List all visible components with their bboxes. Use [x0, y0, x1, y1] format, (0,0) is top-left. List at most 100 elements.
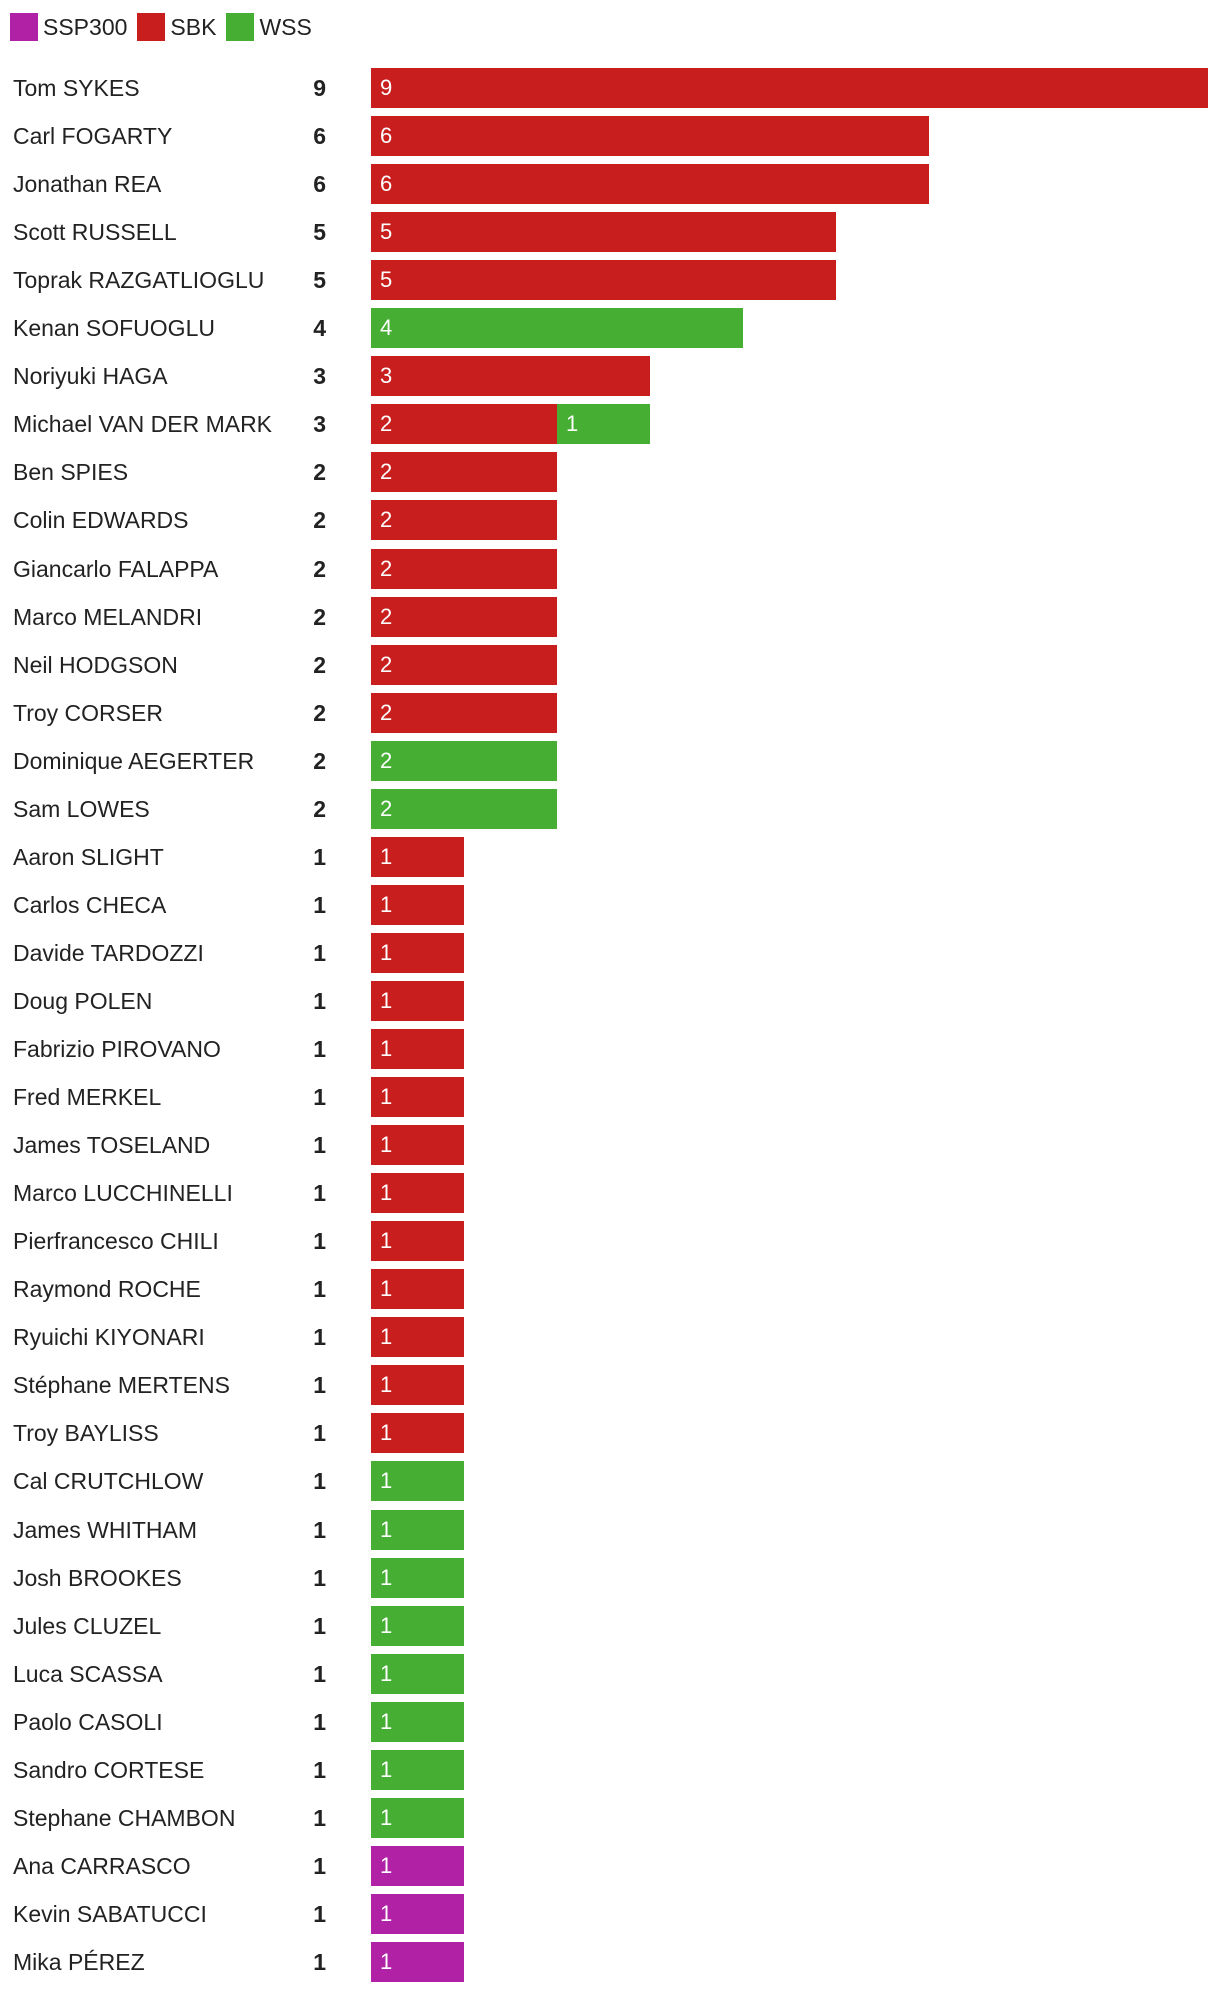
rider-total: 1: [313, 1756, 326, 1783]
bar-row: Kevin SABATUCCI 1 1: [0, 1893, 1220, 1934]
rider-name: Ryuichi KIYONARI: [13, 1324, 205, 1351]
bar-segment-sbk: 1: [371, 1413, 464, 1454]
rider-total: 6: [313, 171, 326, 198]
bar-row: Troy BAYLISS 1 1: [0, 1413, 1220, 1454]
bar-segment-sbk: 2: [371, 548, 557, 589]
rider-name: Stephane CHAMBON: [13, 1804, 236, 1831]
rider-total: 1: [313, 1900, 326, 1927]
rider-name: Ben SPIES: [13, 459, 129, 486]
rider-total: 2: [313, 603, 326, 630]
bar-row: Fred MERKEL 1 1: [0, 1077, 1220, 1118]
bar-row: Raymond ROCHE 1 1: [0, 1269, 1220, 1310]
rider-name: Jules CLUZEL: [13, 1612, 162, 1639]
bar-segment-sbk: 2: [371, 644, 557, 685]
rider-total: 1: [313, 1564, 326, 1591]
rider-name: Colin EDWARDS: [13, 507, 189, 534]
rider-total: 2: [313, 507, 326, 534]
rider-name: Kevin SABATUCCI: [13, 1900, 207, 1927]
bar-row: Toprak RAZGATLIOGLU 5 5: [0, 260, 1220, 301]
bar-segment-sbk: 1: [371, 1029, 464, 1069]
bar-segment-sbk: 1: [371, 1269, 464, 1310]
legend-label: SBK: [170, 13, 217, 40]
bar-segment-sbk: 1: [371, 1365, 464, 1406]
rider-name: Troy BAYLISS: [13, 1420, 159, 1447]
bar-row: Marco MELANDRI 2 2: [0, 596, 1220, 637]
rider-total: 1: [313, 1276, 326, 1303]
rider-name: Troy CORSER: [13, 699, 163, 726]
rider-name: Ana CARRASCO: [13, 1852, 191, 1879]
rider-name: Carl FOGARTY: [13, 123, 173, 150]
rider-name: Sam LOWES: [13, 795, 150, 822]
rider-total: 3: [313, 411, 326, 438]
bar-segment-ssp300: 1: [371, 1893, 464, 1934]
rider-total: 1: [313, 1036, 326, 1062]
bar-segment-wss: 1: [371, 1749, 464, 1790]
rider-name: Sandro CORTESE: [13, 1756, 205, 1783]
bar-row: Neil HODGSON 2 2: [0, 644, 1220, 685]
bar-row: Sam LOWES 2 2: [0, 788, 1220, 829]
legend-item-ssp300: SSP300: [10, 13, 127, 41]
rider-total: 5: [313, 267, 326, 294]
rider-total: 1: [313, 1420, 326, 1447]
rider-name: Michael VAN DER MARK: [13, 411, 273, 438]
bar-row: James TOSELAND 1 1: [0, 1125, 1220, 1166]
bar-segment-sbk: 6: [371, 116, 929, 157]
rider-name: Mika PÉREZ: [13, 1948, 145, 1975]
bar-row: Tom SYKES 9 9: [0, 68, 1220, 108]
bar-row: Troy CORSER 2 2: [0, 692, 1220, 733]
rider-name: Toprak RAZGATLIOGLU: [13, 267, 265, 294]
rider-name: Giancarlo FALAPPA: [13, 555, 219, 582]
bar-row: Fabrizio PIROVANO 1 1: [0, 1029, 1220, 1069]
bar-segment-ssp300: 1: [371, 1845, 464, 1886]
legend-label: WSS: [259, 13, 312, 40]
bar-row: Luca SCASSA 1 1: [0, 1653, 1220, 1694]
rider-name: Carlos CHECA: [13, 891, 167, 918]
rider-total: 6: [313, 123, 326, 150]
bar-row: Josh BROOKES 1 1: [0, 1557, 1220, 1598]
rider-name: Raymond ROCHE: [13, 1276, 201, 1303]
rider-total: 9: [313, 75, 326, 101]
bar-segment-wss: 4: [371, 308, 743, 349]
rider-name: Josh BROOKES: [13, 1564, 182, 1591]
bar-row: Noriyuki HAGA 3 3: [0, 356, 1220, 397]
rider-total: 5: [313, 219, 326, 246]
rider-total: 1: [313, 1084, 326, 1111]
bar-row: Jonathan REA 6 6: [0, 164, 1220, 205]
rider-name: James WHITHAM: [13, 1516, 197, 1543]
rider-total: 2: [313, 699, 326, 726]
rider-total: 1: [313, 987, 326, 1014]
rider-total: 1: [313, 1324, 326, 1351]
bar-segment-wss: 1: [371, 1653, 464, 1694]
bar-segment-wss: 2: [371, 740, 557, 781]
legend-swatch: [10, 13, 38, 41]
bar-row: Michael VAN DER MARK 3 2 1: [0, 404, 1220, 445]
bar-segment-wss: 1: [371, 1509, 464, 1550]
rider-name: Luca SCASSA: [13, 1660, 163, 1687]
bar-row: Carlos CHECA 1 1: [0, 884, 1220, 925]
rider-total: 1: [313, 1852, 326, 1879]
bar-row: Davide TARDOZZI 1 1: [0, 932, 1220, 973]
rider-name: Tom SYKES: [13, 75, 140, 101]
rider-total: 2: [313, 651, 326, 678]
bar-segment-sbk: 5: [371, 212, 836, 253]
bar-row: Marco LUCCHINELLI 1 1: [0, 1173, 1220, 1214]
bar-segment-sbk: 1: [371, 1125, 464, 1166]
rider-total: 1: [313, 1948, 326, 1975]
rider-total: 4: [313, 315, 326, 342]
bar-segment-sbk: 1: [371, 1077, 464, 1118]
bar-row: James WHITHAM 1 1: [0, 1509, 1220, 1550]
rider-name: Aaron SLIGHT: [13, 843, 164, 870]
bar-row: Mika PÉREZ 1 1: [0, 1941, 1220, 1982]
bar-row: Kenan SOFUOGLU 4 4: [0, 308, 1220, 349]
bar-segment-wss: 1: [371, 1797, 464, 1838]
rider-total: 2: [313, 555, 326, 582]
legend-swatch: [226, 13, 255, 41]
rider-name: Fred MERKEL: [13, 1084, 162, 1111]
rider-total: 2: [313, 459, 326, 486]
rider-total: 1: [313, 1132, 326, 1159]
rider-name: Jonathan REA: [13, 171, 162, 198]
bar-segment-sbk: 2: [371, 452, 557, 493]
bar-segment-wss: 1: [371, 1605, 464, 1646]
bar-segment-wss: 1: [371, 1557, 464, 1598]
rider-name: Paolo CASOLI: [13, 1708, 163, 1735]
